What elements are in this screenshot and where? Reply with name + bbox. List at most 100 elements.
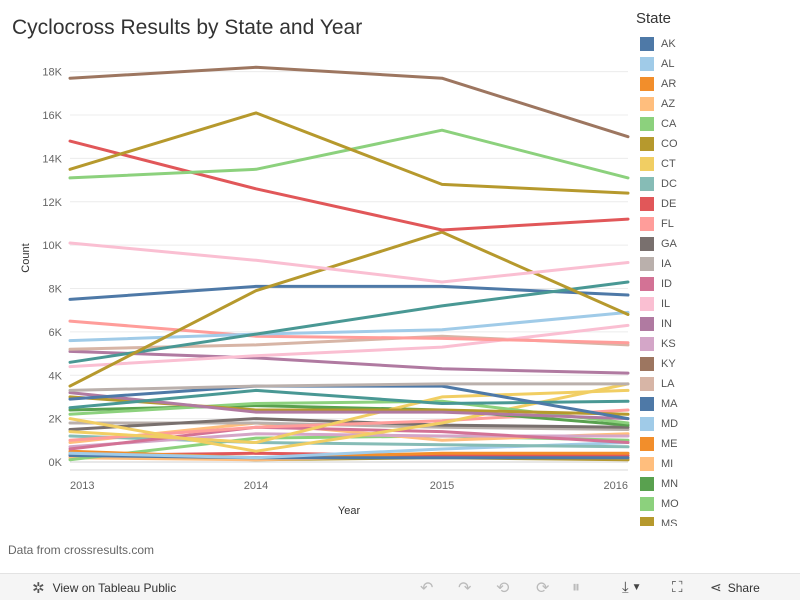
series-line [68, 323, 630, 369]
legend-swatch [640, 397, 654, 411]
legend-item[interactable]: MN [634, 474, 794, 494]
legend-item[interactable]: AK [634, 34, 794, 54]
legend-item[interactable]: LA [634, 374, 794, 394]
legend-swatch [640, 157, 654, 171]
series-line [68, 388, 630, 444]
legend-item[interactable]: IN [634, 314, 794, 334]
series-line [68, 111, 630, 195]
y-axis-title: Count [20, 243, 32, 272]
legend-swatch [640, 257, 654, 271]
legend-label: MD [661, 418, 679, 430]
y-tick-label: 12K [42, 197, 62, 209]
x-tick-label: 2013 [70, 480, 94, 492]
legend-swatch [640, 417, 654, 431]
legend-item[interactable]: KS [634, 334, 794, 354]
legend-swatch [640, 437, 654, 451]
legend-item[interactable]: ME [634, 434, 794, 454]
x-axis-title: Year [338, 505, 361, 517]
series-line [68, 417, 630, 431]
series-line [68, 284, 630, 301]
legend-swatch [640, 497, 654, 511]
y-tick-label: 8K [49, 284, 63, 296]
tableau-logo-icon: ✲ [32, 579, 45, 597]
legend-item[interactable]: MD [634, 414, 794, 434]
legend-label: DC [661, 178, 677, 190]
legend-item[interactable]: IL [634, 294, 794, 314]
legend-label: AK [661, 38, 676, 50]
series-line [68, 280, 630, 364]
legend-swatch [640, 337, 654, 351]
legend-label: AZ [661, 98, 676, 110]
legend-item[interactable]: GA [634, 234, 794, 254]
legend-swatch [640, 117, 654, 131]
series-line [68, 391, 630, 421]
legend-item[interactable]: KY [634, 354, 794, 374]
refresh-icon[interactable]: ⟳ [536, 579, 550, 597]
legend-swatch [640, 37, 654, 51]
view-on-tableau-button[interactable]: ✲ View on Tableau Public [32, 574, 176, 601]
legend-item[interactable]: MO [634, 494, 794, 514]
legend-label: ME [661, 438, 678, 450]
legend-swatch [640, 357, 654, 371]
y-tick-label: 18K [42, 67, 62, 79]
legend-label: LA [661, 378, 675, 390]
legend-item[interactable]: MI [634, 454, 794, 474]
view-on-tableau-label: View on Tableau Public [52, 580, 177, 595]
legend-swatch [640, 297, 654, 311]
legend-label: CT [661, 158, 676, 170]
legend-swatch [640, 477, 654, 491]
legend-item[interactable]: DC [634, 174, 794, 194]
legend-swatch [640, 137, 654, 151]
legend-swatch [640, 517, 654, 526]
legend-item[interactable]: CT [634, 154, 794, 174]
legend-label: AR [661, 78, 677, 90]
legend-label: KS [661, 338, 676, 350]
download-button[interactable]: ⤓ ▼ [622, 574, 642, 601]
y-tick-label: 16K [42, 110, 62, 122]
series-line [68, 241, 630, 284]
legend-item[interactable]: AR [634, 74, 794, 94]
legend-item[interactable]: ID [634, 274, 794, 294]
legend-items: AK AL AR AZ CA CO CT DC DE FL GA IA ID IL IN KS KY LA MA MD… [634, 34, 794, 526]
legend: State AK AL AR AZ CA CO CT DC DE FL GA IA ID IL IN KS KY… [634, 8, 794, 526]
legend-label: IN [661, 318, 672, 330]
download-icon: ⤓ [622, 579, 629, 596]
legend-item[interactable]: AZ [634, 94, 794, 114]
pause-icon[interactable]: ⏸ [572, 578, 581, 596]
fullscreen-icon[interactable]: ⛶ [672, 579, 683, 596]
series-line [68, 65, 630, 139]
legend-label: AL [661, 58, 675, 70]
legend-swatch [640, 237, 654, 251]
legend-swatch [640, 217, 654, 231]
legend-item[interactable]: AL [634, 54, 794, 74]
legend-label: CA [661, 118, 677, 130]
legend-item[interactable]: CA [634, 114, 794, 134]
undo-icon[interactable]: ↶ [420, 579, 434, 597]
legend-label: GA [661, 238, 677, 250]
legend-swatch [640, 377, 654, 391]
legend-label: KY [661, 358, 676, 370]
legend-swatch [640, 97, 654, 111]
series-line [68, 349, 630, 375]
legend-swatch [640, 177, 654, 191]
legend-label: DE [661, 198, 677, 210]
x-tick-label: 2016 [604, 480, 628, 492]
legend-item[interactable]: FL [634, 214, 794, 234]
legend-item[interactable]: DE [634, 194, 794, 214]
share-button[interactable]: ⋖ Share [710, 574, 760, 601]
revert-icon[interactable]: ⟲ [496, 579, 510, 597]
legend-item[interactable]: CO [634, 134, 794, 154]
legend-swatch [640, 457, 654, 471]
legend-label: MO [661, 498, 679, 510]
legend-item[interactable]: MS [634, 514, 794, 526]
legend-swatch [640, 197, 654, 211]
share-icon: ⋖ [710, 579, 722, 595]
legend-item[interactable]: MA [634, 394, 794, 414]
chart-title: Cyclocross Results by State and Year [12, 16, 363, 39]
series-line [68, 382, 630, 392]
y-tick-label: 14K [42, 153, 62, 165]
legend-swatch [640, 57, 654, 71]
legend-item[interactable]: IA [634, 254, 794, 274]
redo-icon[interactable]: ↷ [458, 579, 472, 597]
legend-label: MS [661, 518, 678, 526]
